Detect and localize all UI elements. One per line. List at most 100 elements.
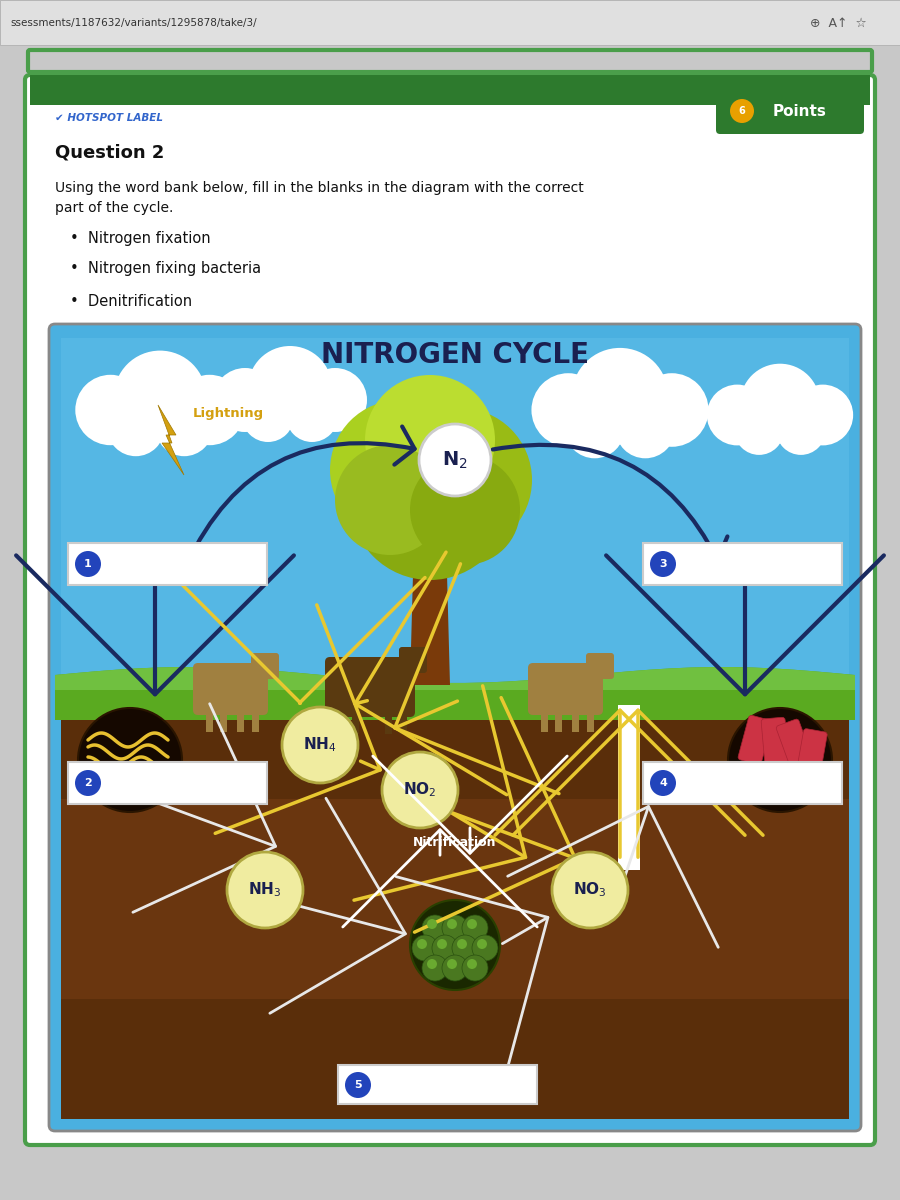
Circle shape <box>650 770 676 796</box>
Circle shape <box>437 938 447 949</box>
Circle shape <box>345 1072 371 1098</box>
Text: NH$_3$: NH$_3$ <box>248 881 282 899</box>
FancyBboxPatch shape <box>68 542 267 584</box>
Text: 6: 6 <box>739 106 745 116</box>
FancyBboxPatch shape <box>0 0 900 44</box>
Circle shape <box>107 398 165 456</box>
Text: 2: 2 <box>84 778 92 788</box>
Text: Question 2: Question 2 <box>55 143 165 161</box>
Text: Lightning: Lightning <box>193 407 264 420</box>
FancyBboxPatch shape <box>716 88 864 134</box>
Circle shape <box>734 406 784 455</box>
Circle shape <box>442 914 468 941</box>
Text: Points: Points <box>773 103 827 119</box>
Circle shape <box>472 935 498 961</box>
FancyBboxPatch shape <box>738 715 772 764</box>
FancyBboxPatch shape <box>61 799 849 998</box>
Polygon shape <box>158 404 184 475</box>
Circle shape <box>113 350 206 443</box>
Text: •  Denitrification: • Denitrification <box>70 294 192 310</box>
Circle shape <box>467 919 477 929</box>
Text: ✔ HOTSPOT LABEL: ✔ HOTSPOT LABEL <box>55 113 163 122</box>
FancyBboxPatch shape <box>338 1066 537 1104</box>
Text: NO$_2$: NO$_2$ <box>403 781 436 799</box>
Circle shape <box>467 959 477 970</box>
Polygon shape <box>352 712 359 734</box>
Circle shape <box>728 708 832 812</box>
Circle shape <box>552 852 628 928</box>
FancyBboxPatch shape <box>49 324 861 1130</box>
Text: 4: 4 <box>659 778 667 788</box>
Circle shape <box>382 752 458 828</box>
Polygon shape <box>338 712 345 734</box>
Circle shape <box>572 348 669 444</box>
FancyBboxPatch shape <box>193 662 268 715</box>
Polygon shape <box>385 712 392 734</box>
Text: Using the word bank below, fill in the blanks in the diagram with the correct: Using the word bank below, fill in the b… <box>55 181 584 194</box>
Circle shape <box>616 398 675 458</box>
Circle shape <box>419 424 491 496</box>
Circle shape <box>531 373 605 446</box>
Circle shape <box>76 374 146 445</box>
Circle shape <box>350 420 510 580</box>
FancyBboxPatch shape <box>796 728 827 775</box>
FancyBboxPatch shape <box>30 74 870 104</box>
Circle shape <box>447 919 457 929</box>
Circle shape <box>75 770 101 796</box>
Text: N$_2$: N$_2$ <box>442 449 468 470</box>
FancyBboxPatch shape <box>61 338 849 767</box>
Circle shape <box>706 384 768 445</box>
Text: part of the cycle.: part of the cycle. <box>55 200 174 215</box>
FancyArrowPatch shape <box>492 445 727 560</box>
Circle shape <box>75 551 101 577</box>
Polygon shape <box>410 500 450 685</box>
FancyBboxPatch shape <box>618 704 640 870</box>
FancyBboxPatch shape <box>643 762 842 804</box>
Circle shape <box>388 408 532 552</box>
Circle shape <box>442 955 468 982</box>
Circle shape <box>462 914 488 941</box>
Circle shape <box>175 374 245 445</box>
Circle shape <box>410 455 520 565</box>
Circle shape <box>365 374 495 505</box>
Circle shape <box>635 373 708 446</box>
FancyBboxPatch shape <box>25 74 875 1145</box>
Text: ssessments/1187632/variants/1295878/take/3/: ssessments/1187632/variants/1295878/take… <box>10 18 256 28</box>
Circle shape <box>740 364 820 444</box>
Circle shape <box>457 938 467 949</box>
Text: NH$_4$: NH$_4$ <box>303 736 337 755</box>
Polygon shape <box>55 667 855 690</box>
Circle shape <box>422 955 448 982</box>
FancyBboxPatch shape <box>777 719 814 770</box>
Circle shape <box>330 400 470 540</box>
Text: Nitrification: Nitrification <box>413 835 497 848</box>
Circle shape <box>282 707 358 782</box>
Circle shape <box>286 390 338 442</box>
Circle shape <box>412 935 438 961</box>
Text: NITROGEN CYCLE: NITROGEN CYCLE <box>321 341 589 370</box>
FancyBboxPatch shape <box>399 647 427 673</box>
FancyBboxPatch shape <box>68 762 267 804</box>
Circle shape <box>477 938 487 949</box>
Circle shape <box>417 938 427 949</box>
Circle shape <box>447 959 457 970</box>
Circle shape <box>565 398 625 458</box>
Circle shape <box>792 384 853 445</box>
Circle shape <box>303 368 367 432</box>
Circle shape <box>462 955 488 982</box>
Text: ⊕  A↑  ☆: ⊕ A↑ ☆ <box>810 17 867 30</box>
Polygon shape <box>555 710 562 732</box>
Circle shape <box>427 919 437 929</box>
Polygon shape <box>237 710 244 732</box>
Circle shape <box>213 368 277 432</box>
FancyArrowPatch shape <box>186 426 415 565</box>
Circle shape <box>776 406 825 455</box>
Circle shape <box>248 346 332 430</box>
Polygon shape <box>587 710 594 732</box>
Polygon shape <box>55 667 855 720</box>
Polygon shape <box>541 710 548 732</box>
Polygon shape <box>572 710 579 732</box>
Polygon shape <box>206 710 213 732</box>
Circle shape <box>156 398 212 456</box>
Text: •  Nitrogen fixation: • Nitrogen fixation <box>70 230 211 246</box>
